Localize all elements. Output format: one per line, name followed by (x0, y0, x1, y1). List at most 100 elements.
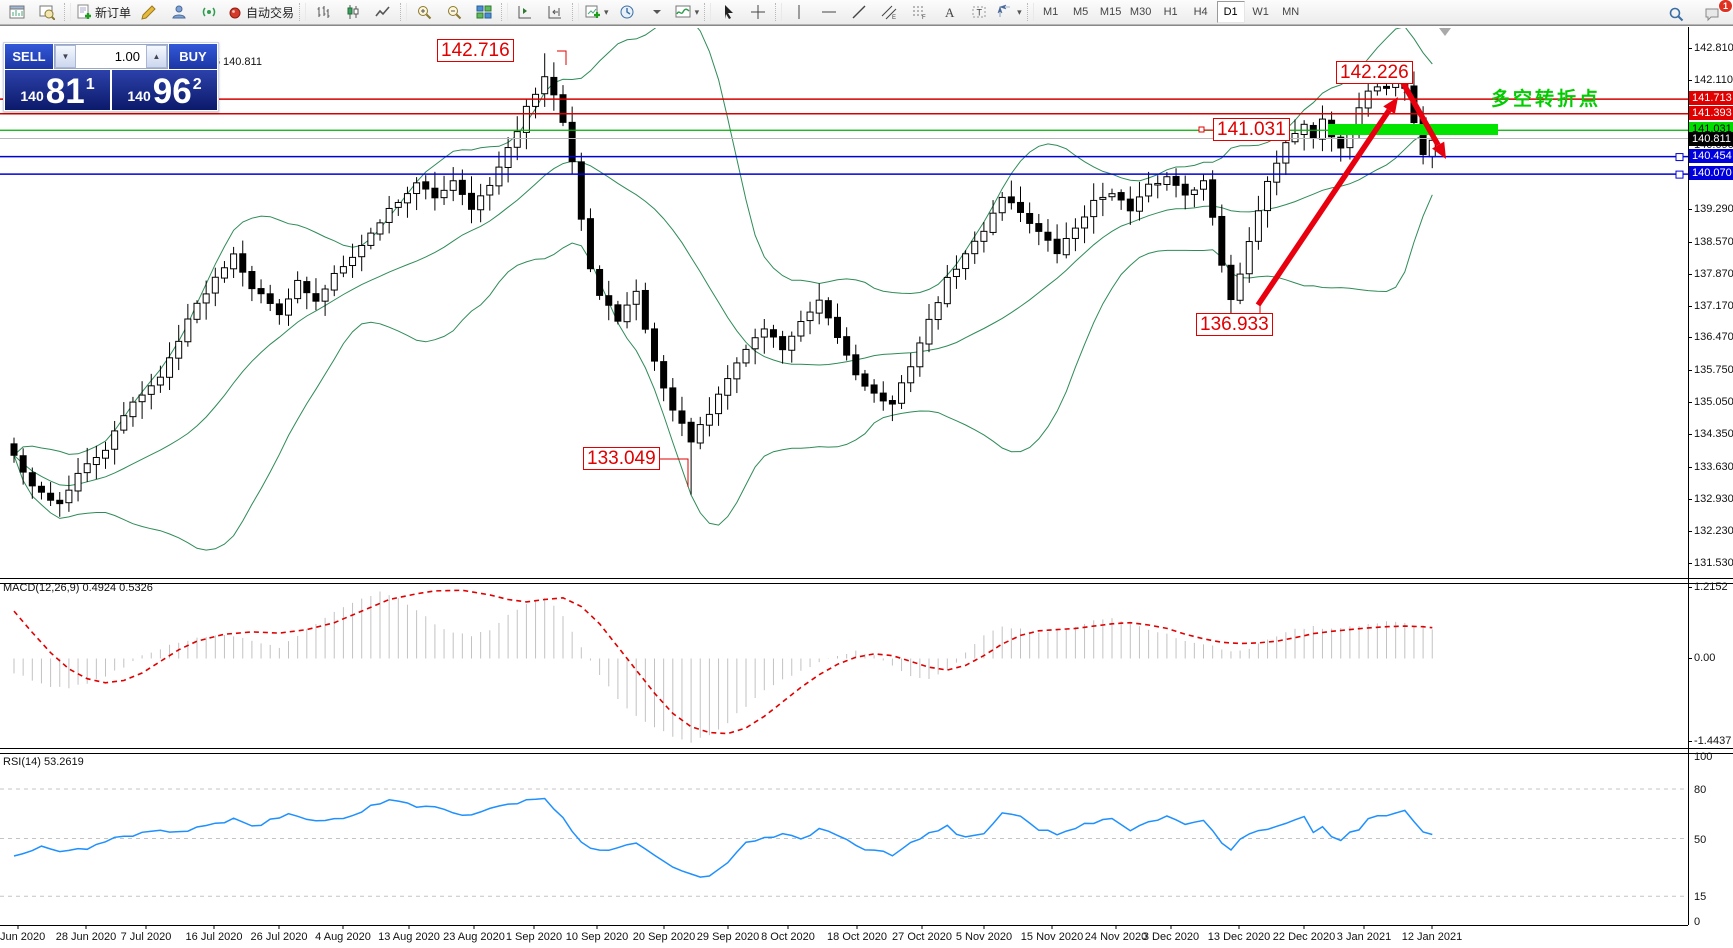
label-button[interactable]: T (964, 0, 994, 24)
down-trend-arrow[interactable] (1400, 81, 1441, 147)
candle-down (641, 289, 649, 330)
price-tick-label: 136.470 (1694, 331, 1733, 344)
chart-window-button[interactable] (2, 0, 32, 24)
macd-pane[interactable] (0, 583, 1688, 749)
timeframe-button-h4[interactable]: H4 (1193, 6, 1208, 18)
channel-icon: E (881, 5, 897, 20)
timeframe-button-mn[interactable]: MN (1282, 6, 1300, 18)
pane-splitter-rsi[interactable] (0, 748, 1733, 754)
hline-button[interactable] (814, 0, 844, 24)
timeframe-button-w1[interactable]: W1 (1252, 6, 1269, 18)
chart-window[interactable]: ▲GBPJPY-,Daily 141.004 141.068 140.336 1… (0, 25, 1733, 948)
channel-button[interactable]: E (874, 0, 904, 24)
chevron-down-icon[interactable]: ▾ (1017, 6, 1022, 17)
fibonacci-button[interactable]: F (904, 0, 934, 24)
candle-up (1245, 241, 1253, 275)
price-callout-label[interactable]: 136.933 (1196, 313, 1273, 336)
clock-button[interactable] (612, 0, 642, 24)
timeframe-button-m1[interactable]: M1 (1042, 6, 1059, 18)
chart-preview-button[interactable] (32, 0, 62, 24)
chart-shift-marker[interactable] (1439, 28, 1451, 36)
dropdown-icon (652, 10, 661, 14)
dropdown-button[interactable] (642, 0, 672, 24)
autotrade-icon (229, 7, 241, 19)
zoom-in-button[interactable] (409, 0, 439, 24)
timeframe-button-h1[interactable]: H1 (1163, 6, 1178, 18)
price-level-badge: 141.393 (1689, 105, 1733, 120)
profile-button[interactable] (164, 0, 194, 24)
candlestick-button[interactable] (338, 0, 368, 24)
line-drag-handle[interactable] (1675, 170, 1684, 179)
new-chart-button[interactable]: ▾ (581, 0, 612, 24)
crosshair-button[interactable] (743, 0, 773, 24)
sell-button[interactable]: SELL (5, 44, 53, 69)
vline-button[interactable] (784, 0, 814, 24)
buy-button[interactable]: BUY (169, 44, 217, 69)
svg-text:T: T (977, 8, 983, 18)
price-tick (1688, 208, 1692, 210)
search-icon[interactable] (1661, 2, 1691, 26)
cursor-button[interactable] (713, 0, 743, 24)
candle-down (10, 443, 18, 456)
volume-decrease-button[interactable]: ▼ (55, 45, 76, 68)
price-callout-label[interactable]: 142.226 (1336, 61, 1413, 84)
rsi-scale-label: 50 (1694, 833, 1707, 846)
candle-down (687, 421, 695, 443)
up-trend-arrow[interactable] (1255, 108, 1392, 307)
sell-price-button[interactable]: 140 81 1 (5, 70, 110, 110)
buy-price-button[interactable]: 140 96 2 (112, 70, 217, 110)
price-tick (1688, 370, 1692, 372)
price-callout-label[interactable]: 133.049 (583, 447, 660, 470)
chart-shift-button[interactable] (540, 0, 570, 24)
line-drag-handle[interactable] (1675, 153, 1684, 162)
date-tick (921, 925, 923, 929)
pane-splitter-macd[interactable] (0, 578, 1733, 584)
price-pane[interactable] (0, 28, 1688, 579)
candle-up (1154, 182, 1162, 186)
price-callout-label[interactable]: 141.031 (1213, 118, 1290, 141)
indicators-button[interactable]: ▾ (672, 0, 703, 24)
line-chart-button[interactable] (368, 0, 398, 24)
text-button[interactable]: A (934, 0, 964, 24)
candle-up (733, 362, 741, 380)
autotrade-button[interactable]: 自动交易 (224, 0, 297, 24)
candle-down (1209, 179, 1217, 218)
price-callout-label[interactable]: 142.716 (437, 39, 514, 62)
label-icon: T (972, 6, 986, 18)
price-tick-label: 142.810 (1694, 42, 1733, 54)
date-tick (1431, 925, 1433, 929)
candle-up (1254, 210, 1262, 242)
date-tick-label: 7 Jul 2020 (120, 931, 172, 943)
rsi-pane[interactable] (0, 754, 1688, 926)
tile-windows-button[interactable] (469, 0, 499, 24)
volume-input[interactable]: 1.00 (76, 45, 146, 68)
support-zone-bar[interactable] (1328, 124, 1498, 135)
chart-scroll-button[interactable] (510, 0, 540, 24)
timeframe-button-d1[interactable]: D1 (1216, 1, 1245, 23)
bar-chart-button[interactable] (308, 0, 338, 24)
candle-up (797, 321, 805, 337)
timeframe-button-m30[interactable]: M30 (1129, 6, 1152, 18)
candle-down (769, 329, 777, 338)
candle-down (56, 499, 64, 505)
chevron-down-icon[interactable]: ▾ (604, 6, 609, 17)
zone-annotation-text[interactable]: 多空转折点 (1491, 89, 1602, 110)
timeframe-button-m5[interactable]: M5 (1072, 6, 1089, 18)
chat-icon[interactable]: 1 (1697, 0, 1733, 26)
candle-up (1373, 86, 1381, 92)
timeframe-button-m15[interactable]: M15 (1099, 6, 1122, 18)
styles-button[interactable] (134, 0, 164, 24)
toolbar-separator (704, 3, 712, 21)
chevron-down-icon[interactable]: ▾ (694, 6, 700, 17)
bar-chart-icon (317, 6, 330, 18)
shapes-button[interactable]: ▾ (994, 0, 1025, 24)
candle-up (1190, 189, 1198, 195)
candle-down (275, 303, 283, 316)
volume-increase-button[interactable]: ▲ (146, 45, 167, 68)
trendline-button[interactable] (844, 0, 874, 24)
zoom-out-button[interactable] (439, 0, 469, 24)
new-order-button[interactable]: 新订单 (73, 0, 134, 24)
candle-up (751, 337, 759, 350)
signal-button[interactable] (194, 0, 224, 24)
candle-up (1071, 227, 1079, 239)
